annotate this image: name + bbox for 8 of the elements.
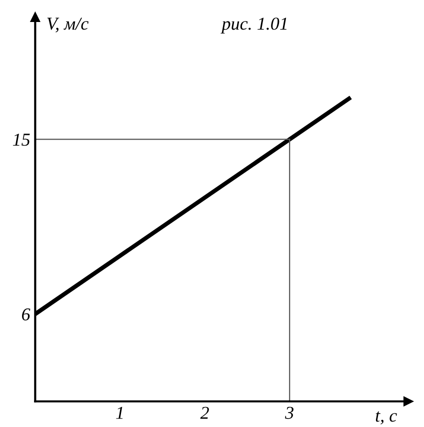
x-tick-label: 2 xyxy=(200,406,209,419)
x-tick-label: 1 xyxy=(116,406,123,419)
chart-title: рис. 1.01 xyxy=(220,18,287,34)
y-axis-title: V, м/с xyxy=(47,18,88,32)
x-tick-label: 3 xyxy=(285,406,294,419)
y-tick-label: 6 xyxy=(22,308,30,320)
y-tick-label: 15 xyxy=(12,134,30,146)
x-axis-title: t, с xyxy=(376,411,397,424)
